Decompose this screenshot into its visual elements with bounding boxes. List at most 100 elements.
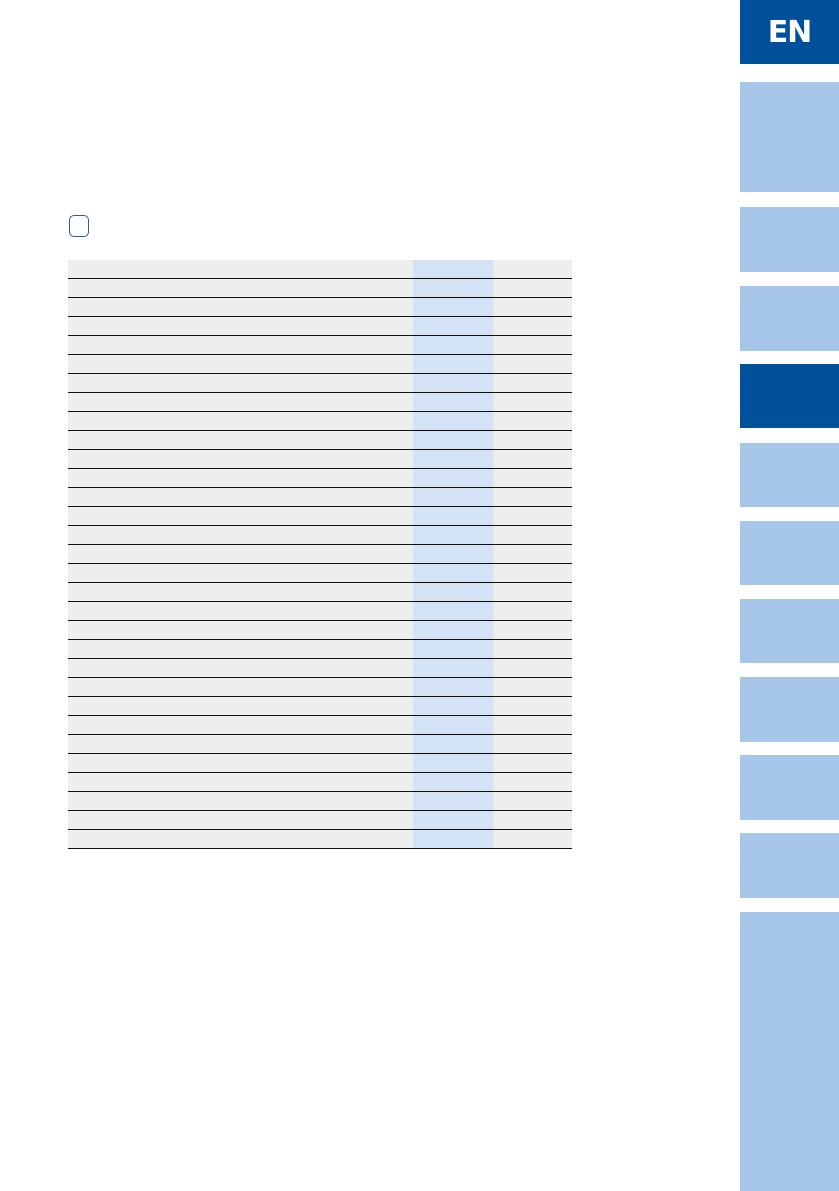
section-tab[interactable]: [740, 755, 839, 820]
table-cell: [493, 525, 572, 545]
table-cell: [68, 392, 413, 412]
table-row: [68, 620, 572, 640]
table-row: [68, 392, 572, 412]
table-row: [68, 335, 572, 355]
table-cell: [68, 354, 413, 374]
table-cell: [493, 810, 572, 830]
table-cell: [68, 829, 413, 849]
table-cell: [493, 620, 572, 640]
table-row: [68, 297, 572, 317]
table-cell: [68, 601, 413, 621]
table-cell: [68, 734, 413, 754]
table-row: [68, 715, 572, 735]
table-cell: [413, 297, 493, 317]
table-cell: [493, 297, 572, 317]
table-cell: [68, 677, 413, 697]
table-cell: [493, 506, 572, 526]
table-cell: [493, 354, 572, 374]
table-cell: [68, 658, 413, 678]
table-cell: [413, 411, 493, 431]
table-cell: [413, 715, 493, 735]
table-cell: [493, 544, 572, 564]
table-cell: [413, 677, 493, 697]
table-cell: [413, 620, 493, 640]
table-cell: [413, 772, 493, 792]
table-cell: [413, 487, 493, 507]
table-cell: [413, 316, 493, 336]
table-cell: [68, 297, 413, 317]
table-cell: [413, 468, 493, 488]
table-cell: [68, 335, 413, 355]
table-cell: [413, 829, 493, 849]
table-row: [68, 373, 572, 393]
table-row: [68, 411, 572, 431]
table-cell: [68, 639, 413, 659]
section-tab-active[interactable]: [740, 364, 839, 428]
section-tab[interactable]: [740, 521, 839, 585]
table-cell: [68, 715, 413, 735]
section-tab[interactable]: [740, 912, 839, 1191]
table-cell: [68, 316, 413, 336]
table-cell: [413, 506, 493, 526]
table-cell: [413, 563, 493, 583]
section-tab[interactable]: [740, 443, 839, 507]
table-row: [68, 563, 572, 583]
section-tab[interactable]: [740, 82, 839, 192]
table-cell: [493, 430, 572, 450]
table-cell: [68, 544, 413, 564]
table-cell: [413, 354, 493, 374]
table-cell: [68, 449, 413, 469]
table-cell: [493, 392, 572, 412]
table-row: [68, 487, 572, 507]
table-cell: [413, 696, 493, 716]
table-cell: [493, 734, 572, 754]
section-tab[interactable]: [740, 599, 839, 663]
table-row: [68, 316, 572, 336]
table-cell: [413, 544, 493, 564]
table-cell: [493, 260, 572, 279]
table-cell: [493, 639, 572, 659]
table-cell: [493, 753, 572, 773]
table-cell: [493, 316, 572, 336]
table-cell: [68, 791, 413, 811]
section-tab[interactable]: [740, 207, 839, 272]
table-cell: [493, 715, 572, 735]
table-row: [68, 468, 572, 488]
table-cell: [413, 260, 493, 279]
table-cell: [413, 601, 493, 621]
table-cell: [493, 658, 572, 678]
table-row: [68, 354, 572, 374]
table-row: [68, 829, 572, 849]
table-cell: [493, 468, 572, 488]
table-cell: [493, 411, 572, 431]
table-row: [68, 639, 572, 659]
table-row: [68, 506, 572, 526]
note-box-icon: [69, 215, 89, 237]
table-cell: [493, 677, 572, 697]
table-cell: [68, 582, 413, 602]
table-cell: [68, 620, 413, 640]
language-tab-en[interactable]: EN: [740, 0, 839, 64]
section-tab[interactable]: [740, 833, 839, 898]
table-cell: [413, 639, 493, 659]
table-cell: [493, 487, 572, 507]
table-cell: [68, 696, 413, 716]
table-cell: [493, 829, 572, 849]
table-cell: [68, 468, 413, 488]
table-cell: [413, 392, 493, 412]
table-row: [68, 582, 572, 602]
section-tab[interactable]: [740, 677, 839, 742]
table-header-row: [68, 260, 572, 279]
table-cell: [413, 278, 493, 298]
table-cell: [493, 582, 572, 602]
table-cell: [413, 430, 493, 450]
table-cell: [68, 373, 413, 393]
table-cell: [413, 525, 493, 545]
table-cell: [493, 335, 572, 355]
table-row: [68, 810, 572, 830]
table-row: [68, 449, 572, 469]
section-tab[interactable]: [740, 286, 839, 351]
table-row: [68, 601, 572, 621]
table-cell: [68, 260, 413, 279]
